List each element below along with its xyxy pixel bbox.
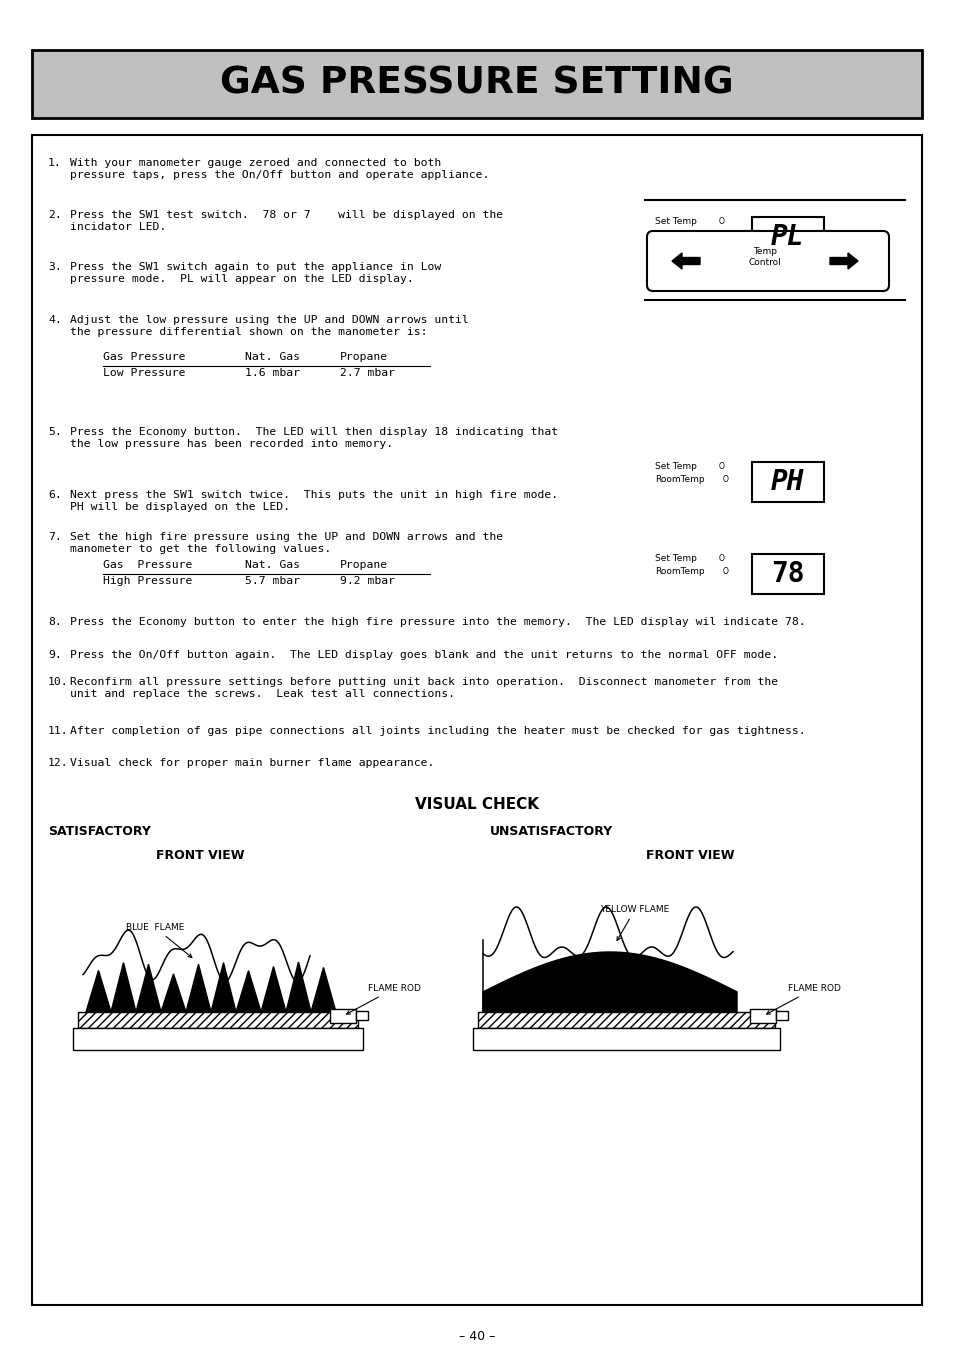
Text: O: O (719, 461, 724, 471)
Bar (751, 554, 823, 594)
Text: Low Pressure: Low Pressure (103, 368, 185, 378)
FancyArrow shape (829, 254, 857, 268)
Text: GAS PRESSURE SETTING: GAS PRESSURE SETTING (220, 65, 733, 101)
Text: FLAME ROD: FLAME ROD (346, 983, 420, 1014)
Polygon shape (111, 963, 136, 1012)
Polygon shape (311, 967, 335, 1012)
Bar (73, 1028, 363, 1050)
Bar (355, 1010, 368, 1020)
Bar (477, 1012, 774, 1028)
Text: 8.: 8. (48, 616, 62, 627)
Text: Press the On/Off button again.  The LED display goes blank and the unit returns : Press the On/Off button again. The LED d… (70, 650, 778, 660)
Polygon shape (261, 967, 286, 1012)
Bar (749, 1009, 775, 1023)
Text: BLUE  FLAME: BLUE FLAME (126, 923, 192, 958)
Text: O: O (722, 229, 728, 239)
Text: Set the high fire pressure using the UP and DOWN arrows and the
manometer to get: Set the high fire pressure using the UP … (70, 532, 502, 553)
Text: UNSATISFACTORY: UNSATISFACTORY (490, 826, 613, 838)
Text: – 40 –: – 40 – (458, 1330, 495, 1344)
Text: PH: PH (770, 468, 804, 496)
Text: 9.: 9. (48, 650, 62, 660)
Text: Press the Economy button to enter the high fire pressure into the memory.  The L: Press the Economy button to enter the hi… (70, 616, 804, 627)
Text: Visual check for proper main burner flame appearance.: Visual check for proper main burner flam… (70, 758, 434, 768)
Text: Set Temp: Set Temp (655, 461, 696, 471)
Polygon shape (186, 965, 211, 1012)
Text: Gas  Pressure: Gas Pressure (103, 560, 193, 571)
Text: High Pressure: High Pressure (103, 576, 193, 585)
Text: Reconfirm all pressure settings before putting unit back into operation.  Discon: Reconfirm all pressure settings before p… (70, 677, 778, 699)
Text: 6.: 6. (48, 490, 62, 500)
Text: Next press the SW1 switch twice.  This puts the unit in high fire mode.
PH will : Next press the SW1 switch twice. This pu… (70, 490, 558, 511)
Polygon shape (482, 952, 737, 1012)
Text: O: O (719, 554, 724, 563)
Text: 5.7 mbar: 5.7 mbar (245, 576, 299, 585)
Text: FRONT VIEW: FRONT VIEW (645, 849, 734, 862)
Bar (32, 135, 921, 1304)
Text: 10.: 10. (48, 677, 69, 687)
Text: 1.6 mbar: 1.6 mbar (245, 368, 299, 378)
Text: Press the Economy button.  The LED will then display 18 indicating that
the low : Press the Economy button. The LED will t… (70, 428, 558, 449)
Text: O: O (722, 475, 728, 484)
Text: Set Temp: Set Temp (655, 554, 696, 563)
Text: With your manometer gauge zeroed and connected to both
pressure taps, press the : With your manometer gauge zeroed and con… (70, 158, 489, 179)
Polygon shape (86, 970, 111, 1012)
Text: Temp
Control: Temp Control (748, 247, 781, 267)
Text: FLAME ROD: FLAME ROD (766, 983, 840, 1014)
Text: Press the SW1 switch again to put the appliance in Low
pressure mode.  PL will a: Press the SW1 switch again to put the ap… (70, 262, 441, 283)
Bar (751, 461, 823, 502)
Text: Adjust the low pressure using the UP and DOWN arrows until
the pressure differen: Adjust the low pressure using the UP and… (70, 316, 468, 337)
Text: Nat. Gas: Nat. Gas (245, 352, 299, 362)
Text: YELLOW FLAME: YELLOW FLAME (599, 905, 669, 940)
Text: O: O (722, 567, 728, 576)
Bar (78, 1012, 357, 1028)
Bar (32, 50, 921, 117)
FancyBboxPatch shape (646, 231, 888, 291)
Text: 9.2 mbar: 9.2 mbar (339, 576, 395, 585)
Text: O: O (719, 217, 724, 227)
Bar (775, 1010, 787, 1020)
Text: Propane: Propane (339, 560, 388, 571)
Text: Gas Pressure: Gas Pressure (103, 352, 185, 362)
Bar (751, 217, 823, 258)
Text: PL: PL (770, 223, 804, 251)
Polygon shape (286, 962, 311, 1012)
Text: Set Temp: Set Temp (655, 217, 696, 227)
Text: Propane: Propane (339, 352, 388, 362)
Text: Nat. Gas: Nat. Gas (245, 560, 299, 571)
Text: 1.: 1. (48, 158, 62, 169)
Polygon shape (161, 974, 186, 1012)
Text: 12.: 12. (48, 758, 69, 768)
Text: RoomTemp: RoomTemp (655, 229, 704, 239)
Text: 7.: 7. (48, 532, 62, 542)
Text: 5.: 5. (48, 428, 62, 437)
FancyArrow shape (671, 254, 700, 268)
Bar (330, 1009, 355, 1023)
Text: 2.: 2. (48, 210, 62, 220)
Text: 11.: 11. (48, 726, 69, 737)
Text: 3.: 3. (48, 262, 62, 272)
Text: FRONT VIEW: FRONT VIEW (155, 849, 244, 862)
Text: 4.: 4. (48, 316, 62, 325)
Text: SATISFACTORY: SATISFACTORY (48, 826, 151, 838)
Text: 2.7 mbar: 2.7 mbar (339, 368, 395, 378)
Text: VISUAL CHECK: VISUAL CHECK (415, 797, 538, 812)
Text: Press the SW1 test switch.  78 or 7    will be displayed on the
incidator LED.: Press the SW1 test switch. 78 or 7 will … (70, 210, 502, 232)
Polygon shape (136, 965, 161, 1012)
Text: After completion of gas pipe connections all joints including the heater must be: After completion of gas pipe connections… (70, 726, 804, 737)
Bar (473, 1028, 780, 1050)
Text: RoomTemp: RoomTemp (655, 475, 704, 484)
Polygon shape (235, 971, 261, 1012)
Text: 78: 78 (770, 560, 804, 588)
Polygon shape (211, 963, 235, 1012)
Text: RoomTemp: RoomTemp (655, 567, 704, 576)
